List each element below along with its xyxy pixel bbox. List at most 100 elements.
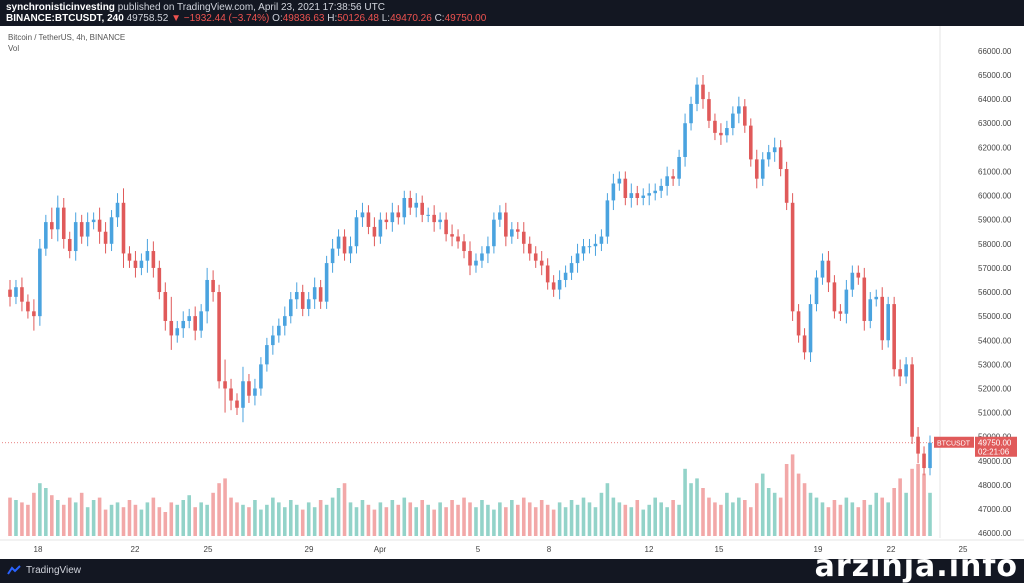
y-tick-label: 49000.00	[978, 457, 1012, 466]
candle-body	[844, 289, 849, 314]
volume-bar	[808, 492, 813, 536]
candle-body	[922, 453, 926, 469]
candle-body	[510, 229, 514, 237]
candle-body	[390, 212, 395, 223]
volume-bar	[133, 504, 138, 536]
volume-bar	[707, 497, 711, 536]
candle-body	[259, 364, 263, 389]
candle-body	[492, 219, 496, 247]
candle-body	[641, 195, 646, 198]
candle-body	[599, 236, 604, 244]
volume-bar	[557, 502, 562, 536]
x-tick-label: 15	[715, 545, 724, 554]
candle-body	[67, 238, 72, 252]
volume-bar	[169, 502, 174, 536]
candle-body	[820, 260, 825, 278]
volume-bar	[868, 504, 873, 536]
y-tick-label: 51000.00	[978, 409, 1012, 418]
volume-bar	[61, 504, 66, 536]
volume-bar	[312, 507, 317, 536]
low-value: 49470.26	[390, 13, 432, 24]
volume-bar	[838, 504, 843, 536]
volume-bar	[880, 497, 885, 536]
volume-bar	[193, 507, 197, 536]
volume-bar	[145, 502, 150, 536]
volume-bar	[121, 507, 126, 536]
candle-body	[181, 320, 186, 329]
candle-body	[575, 253, 580, 264]
volume-bar	[163, 512, 168, 536]
legend-vol: Vol	[8, 44, 20, 53]
candle-body	[109, 217, 114, 244]
candle-body	[725, 128, 729, 136]
y-tick-label: 63000.00	[978, 119, 1012, 128]
volume-bar	[796, 473, 801, 536]
candle-body	[265, 345, 269, 365]
candle-body	[731, 113, 735, 129]
volume-bar	[97, 497, 102, 536]
candle-body	[504, 212, 508, 237]
candle-body	[360, 212, 365, 218]
candle-body	[283, 316, 287, 326]
volume-bar	[199, 502, 203, 536]
volume-bar	[342, 483, 347, 536]
candle-body	[617, 178, 622, 184]
volume-bar	[8, 497, 12, 536]
volume-bar	[390, 500, 395, 536]
candle-body	[498, 212, 502, 220]
volume-bar	[551, 509, 556, 536]
candle-body	[557, 279, 562, 290]
volume-bar	[754, 483, 759, 536]
volume-bar	[760, 473, 765, 536]
volume-bar	[569, 500, 574, 536]
candle-body	[91, 219, 96, 223]
tradingview-cloud-icon	[7, 565, 21, 575]
candle-body	[743, 106, 747, 126]
published-info: published on TradingView.com, April 23, …	[117, 2, 385, 13]
candle-body	[342, 236, 347, 254]
candle-body	[653, 190, 657, 194]
candle-body	[832, 282, 837, 312]
volume-bar	[300, 509, 305, 536]
volume-bar	[719, 504, 723, 536]
y-tick-label: 64000.00	[978, 95, 1012, 104]
candle-body	[199, 311, 203, 331]
footer-bar: TradingView arzinja.info	[0, 549, 1024, 583]
volume-bar	[784, 464, 789, 536]
chart-legend: Bitcoin / TetherUS, 4h, BINANCE Vol	[8, 32, 125, 54]
candle-body	[635, 193, 640, 198]
volume-bar	[695, 478, 699, 536]
volume-bar	[85, 507, 90, 536]
chart-area[interactable]: 66000.00 65000.00 64000.00 63000.00 62000.00…	[0, 26, 1024, 559]
candle-body	[790, 202, 795, 312]
candle-body	[796, 311, 801, 336]
volume-bar	[211, 492, 215, 536]
volume-bar	[928, 492, 932, 536]
price-chart[interactable]: 66000.00 65000.00 64000.00 63000.00 62000.00…	[0, 26, 1024, 559]
volume-bar	[539, 500, 544, 536]
candle-body	[73, 222, 78, 252]
candle-body	[384, 219, 389, 223]
y-tick-label: 53000.00	[978, 360, 1012, 369]
volume-bar	[229, 497, 233, 536]
volume-bar	[820, 502, 825, 536]
y-tick-label: 61000.00	[978, 167, 1012, 176]
x-tick-label: 25	[959, 545, 968, 554]
volume-bar	[127, 500, 132, 536]
candle-body	[306, 299, 311, 309]
candle-body	[85, 222, 90, 237]
volume-bar	[677, 504, 681, 536]
candle-body	[127, 253, 132, 261]
author-name[interactable]: synchronisticinvesting	[6, 2, 115, 13]
candle-body	[235, 400, 239, 408]
volume-bar	[294, 504, 299, 536]
x-tick-label: 25	[204, 545, 213, 554]
candle-body	[898, 369, 902, 377]
volume-bar	[689, 483, 693, 536]
candle-body	[288, 299, 293, 317]
volume-bar	[587, 502, 592, 536]
tradingview-logo[interactable]: TradingView	[6, 564, 81, 576]
volume-bar	[32, 492, 36, 536]
candle-body	[748, 125, 753, 160]
candle-body	[862, 277, 867, 321]
